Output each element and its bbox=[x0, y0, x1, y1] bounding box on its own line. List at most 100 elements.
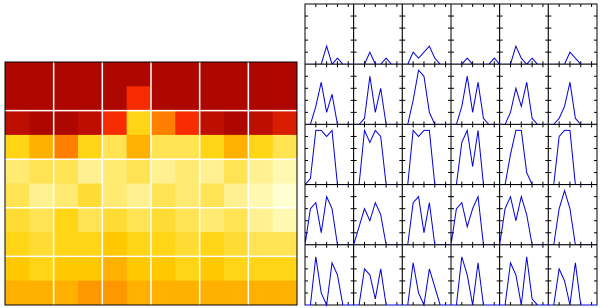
heatmap-cell bbox=[224, 232, 249, 257]
panel-frame bbox=[450, 244, 501, 306]
panel-frame bbox=[304, 63, 355, 125]
heatmap-cell bbox=[78, 86, 103, 112]
heatmap-cell bbox=[151, 232, 176, 257]
panel-frame bbox=[450, 123, 501, 186]
heatmap-cell bbox=[102, 232, 128, 257]
plot-frame bbox=[4, 61, 298, 306]
heatmap-cell bbox=[53, 183, 79, 209]
panel-frame bbox=[304, 244, 355, 306]
panel-line bbox=[499, 256, 549, 306]
heatmap-cell bbox=[199, 256, 225, 282]
heatmap-cell bbox=[5, 232, 30, 257]
heatmap-cell bbox=[102, 159, 128, 184]
heatmap-cell bbox=[224, 256, 249, 282]
heatmap-cell bbox=[102, 207, 128, 233]
heatmap-cell bbox=[272, 232, 298, 257]
heatmap-cell bbox=[224, 159, 249, 184]
panel-line bbox=[402, 262, 451, 307]
heatmap-cell bbox=[199, 62, 225, 87]
heatmap-cell bbox=[53, 62, 79, 87]
heatmap-cell bbox=[126, 280, 152, 306]
heatmap-cell bbox=[102, 110, 128, 136]
heatmap-cell bbox=[126, 232, 152, 257]
heatmap-cell bbox=[151, 110, 176, 136]
heatmap-cell bbox=[151, 62, 176, 87]
heatmap-cell bbox=[78, 232, 103, 257]
panel-frame bbox=[547, 63, 598, 125]
heatmap-cell bbox=[5, 134, 30, 160]
heatmap-cell bbox=[53, 86, 79, 112]
heatmap-cell bbox=[248, 256, 274, 282]
heatmap-cell bbox=[102, 256, 128, 282]
panel-frame bbox=[499, 244, 549, 306]
heatmap-cell bbox=[29, 183, 55, 209]
heatmap-cell bbox=[126, 256, 152, 282]
panel-frame bbox=[547, 244, 598, 306]
panel-frame bbox=[353, 184, 403, 246]
heatmap-cell bbox=[126, 110, 152, 136]
heatmap-cell bbox=[175, 62, 201, 87]
panel-line bbox=[305, 256, 354, 307]
heatmap-cell bbox=[78, 159, 103, 184]
heatmap-cell bbox=[199, 159, 225, 184]
heatmap-cell bbox=[5, 183, 30, 209]
heatmap-cell bbox=[5, 207, 30, 233]
heatmap-cell bbox=[175, 134, 201, 160]
heatmap-cell bbox=[151, 159, 176, 184]
panel-frame bbox=[401, 184, 452, 246]
panel-frame bbox=[304, 184, 355, 246]
heatmap-cell bbox=[126, 159, 152, 184]
heatmap-cell bbox=[5, 159, 30, 184]
heatmap-cell bbox=[29, 86, 55, 112]
heatmap-cell bbox=[248, 62, 274, 87]
heatmap-cell bbox=[199, 86, 225, 112]
heatmap-cell bbox=[199, 110, 225, 136]
heatmap-cell bbox=[248, 134, 274, 160]
heatmap-cell bbox=[199, 183, 225, 209]
heatmap-cell bbox=[53, 159, 79, 184]
heatmap-cell bbox=[78, 207, 103, 233]
heatmap-cell bbox=[126, 207, 152, 233]
heatmap-cell bbox=[272, 62, 298, 87]
heatmap-cell bbox=[248, 86, 274, 112]
heatmap-cell bbox=[272, 280, 298, 306]
panel-frame bbox=[353, 244, 403, 306]
heatmap-cell bbox=[151, 86, 176, 112]
heatmap-cell bbox=[102, 134, 128, 160]
heatmap-cell bbox=[151, 207, 176, 233]
heatmap-cell bbox=[224, 86, 249, 112]
heatmap-cell bbox=[102, 183, 128, 209]
heatmap-cell bbox=[5, 110, 30, 136]
heatmap-cell bbox=[199, 232, 225, 257]
heatmap-cell bbox=[29, 280, 55, 306]
heatmap-cell bbox=[29, 110, 55, 136]
heatmap-cell bbox=[53, 280, 79, 306]
heatmap-cell bbox=[175, 159, 201, 184]
heatmap-cell bbox=[224, 207, 249, 233]
heatmap-cell bbox=[29, 256, 55, 282]
heatmap-cell bbox=[224, 134, 249, 160]
panel-frame bbox=[547, 184, 598, 246]
heatmap-cell bbox=[272, 207, 298, 233]
heatmap-cell bbox=[272, 256, 298, 282]
heatmap-cell bbox=[175, 280, 201, 306]
heatmap-cell bbox=[102, 62, 128, 87]
heatmap-cell bbox=[272, 134, 298, 160]
heatmap-cell bbox=[175, 232, 201, 257]
heatmap-cell bbox=[53, 110, 79, 136]
heatmap-cell bbox=[175, 110, 201, 136]
heatmap-cell bbox=[5, 86, 30, 112]
heatmap-cell bbox=[5, 62, 30, 87]
heatmap-cell bbox=[151, 183, 176, 209]
heatmap-cell bbox=[199, 134, 225, 160]
heatmap-cell bbox=[272, 183, 298, 209]
panel-frame bbox=[450, 184, 501, 246]
heatmap-cell bbox=[126, 134, 152, 160]
heatmap-cell bbox=[151, 134, 176, 160]
panel-frame bbox=[401, 123, 452, 186]
heatmap-cell bbox=[224, 183, 249, 209]
heatmap-cell bbox=[78, 183, 103, 209]
heatmap-cell bbox=[29, 207, 55, 233]
panel-frame bbox=[353, 3, 403, 65]
heatmap-cell bbox=[151, 280, 176, 306]
